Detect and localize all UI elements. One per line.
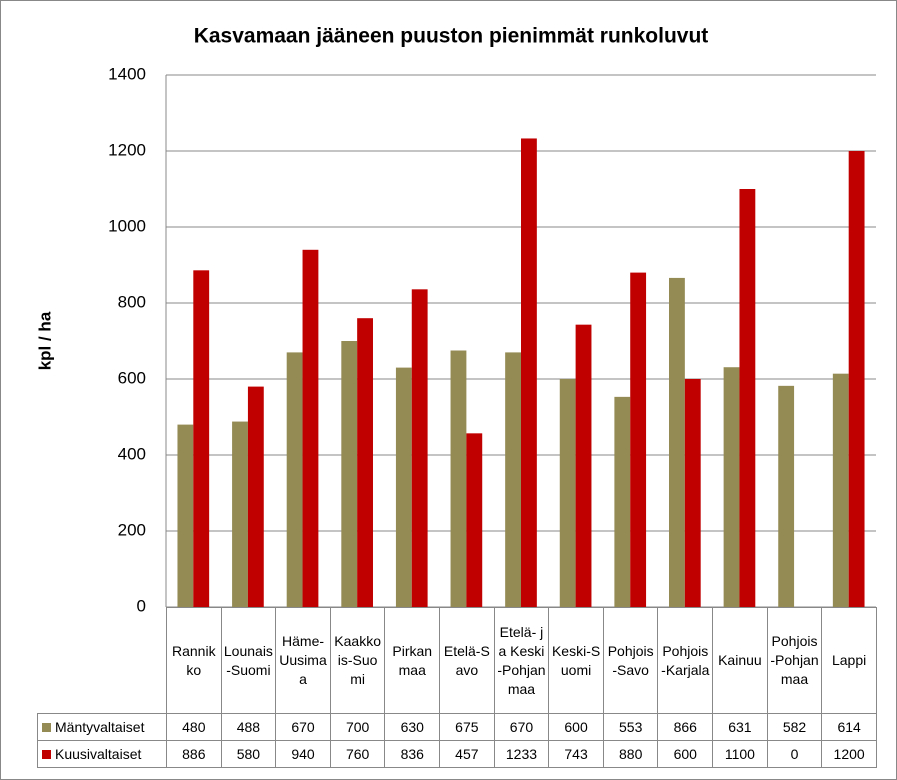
bar (630, 272, 647, 607)
x-tick-label: Etelä- ja Keski-Pohjanmaa (493, 607, 550, 714)
table-value: 582 (766, 713, 823, 741)
table-value: 700 (329, 713, 386, 741)
y-tick-label: 800 (118, 292, 146, 311)
table-value: 1200 (821, 740, 877, 768)
bar (232, 421, 248, 607)
bar (395, 367, 412, 607)
y-tick-label: 0 (137, 596, 146, 615)
legend-entry: Mäntyvaltaiset (37, 713, 167, 741)
table-row: Mäntyvaltaiset 480 488 670 700 630 675 670 600 55… (37, 713, 877, 741)
x-tick-label: Pohjois-Savo (602, 607, 659, 714)
x-tick-label: Lounais-Suomi (220, 607, 277, 714)
bar (505, 352, 521, 607)
x-tick-label: Keski-Suomi (548, 607, 604, 714)
table-corner (37, 607, 167, 714)
table-row: Kuusivaltaiset 886 580 940 760 836 457 1233 743 8… (37, 740, 877, 768)
x-tick-label: Kaakkois-Suomi (329, 607, 386, 714)
x-tick-label: Rannikko (166, 607, 222, 714)
x-tick-label: Pohjois-Pohjanmaa (766, 607, 823, 714)
bar (177, 424, 194, 607)
data-table: Rannikko Lounais-Suomi Häme-Uusimaa Kaakkoi… (37, 607, 877, 768)
bar (286, 352, 303, 607)
bar (684, 379, 701, 607)
table-value: 480 (166, 713, 222, 741)
table-value: 600 (548, 713, 604, 741)
legend-swatch (42, 749, 51, 759)
bar (193, 270, 210, 607)
table-value: 940 (275, 740, 331, 768)
y-tick-label: 1400 (108, 64, 146, 83)
bar (669, 277, 685, 607)
bar (739, 189, 756, 607)
y-tick-label: 400 (118, 444, 146, 463)
table-value: 880 (602, 740, 659, 768)
x-tick-label: Häme-Uusimaa (275, 607, 331, 714)
table-value: 614 (821, 713, 877, 741)
y-tick-label: 200 (118, 520, 146, 539)
table-value: 553 (602, 713, 659, 741)
table-value: 630 (384, 713, 441, 741)
table-value: 760 (329, 740, 386, 768)
bar (302, 249, 319, 608)
table-value: 0 (766, 740, 823, 768)
y-tick-label: 600 (118, 368, 146, 387)
table-value: 866 (657, 713, 714, 741)
bar (614, 396, 631, 607)
table-value: 675 (439, 713, 495, 741)
table-value: 631 (712, 713, 768, 741)
bar (575, 324, 592, 607)
table-value: 457 (439, 740, 495, 768)
legend-swatch (42, 722, 51, 732)
bar (848, 151, 865, 607)
bar (832, 373, 849, 607)
bar (341, 341, 358, 607)
x-tick-label: Pirkanmaa (384, 607, 441, 714)
chart-title: Kasvamaan jääneen puuston pienimmät runk… (194, 25, 709, 48)
table-value: 670 (493, 713, 550, 741)
legend-label: Mäntyvaltaiset (55, 718, 145, 735)
table-value: 670 (275, 713, 331, 741)
x-tick-label: Etelä-Savo (439, 607, 495, 714)
y-axis-label: kpl / ha (35, 311, 54, 370)
bar (521, 138, 537, 607)
legend-entry: Kuusivaltaiset (37, 740, 167, 768)
bar (247, 386, 264, 607)
bar (466, 433, 483, 607)
legend-label: Kuusivaltaiset (55, 745, 142, 762)
table-row: Rannikko Lounais-Suomi Häme-Uusimaa Kaakkoi… (37, 607, 877, 714)
y-tick-label: 1200 (108, 140, 146, 159)
bar (411, 289, 428, 607)
table-value: 886 (166, 740, 222, 768)
table-value: 1100 (712, 740, 768, 768)
bar (723, 367, 740, 607)
x-tick-label: Lappi (821, 607, 877, 714)
table-value: 580 (220, 740, 277, 768)
bar (559, 379, 576, 607)
bar (778, 385, 795, 607)
x-tick-label: Kainuu (712, 607, 768, 714)
table-value: 600 (657, 740, 714, 768)
bar (450, 350, 467, 607)
y-tick-label: 1000 (108, 216, 146, 235)
x-tick-label: Pohjois-Karjala (657, 607, 714, 714)
bar (357, 318, 373, 607)
table-value: 488 (220, 713, 277, 741)
table-value: 1233 (493, 740, 550, 768)
table-value: 836 (384, 740, 441, 768)
table-value: 743 (548, 740, 604, 768)
